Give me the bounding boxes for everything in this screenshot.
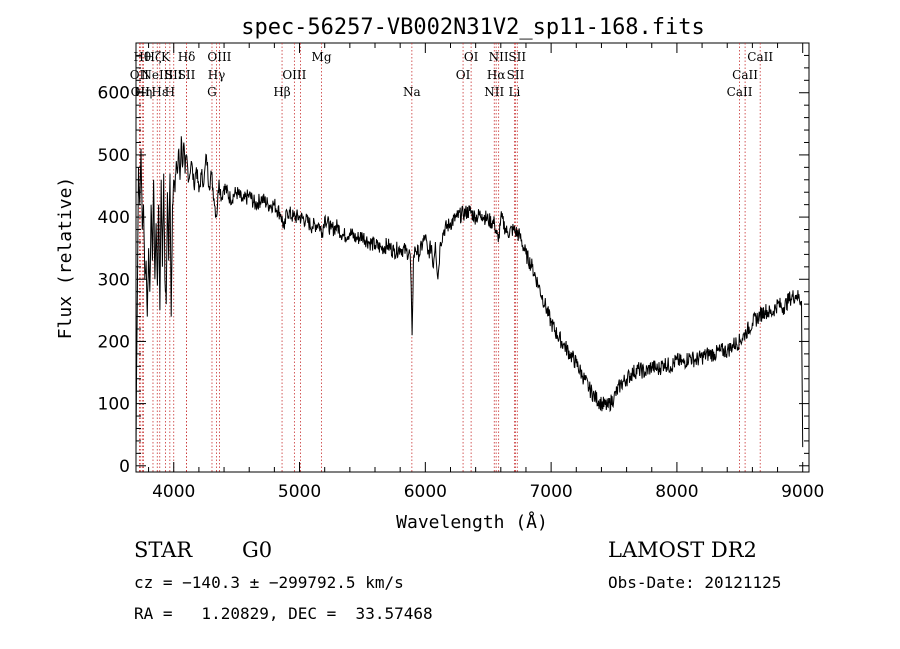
spectral-line-label: OI [456, 68, 471, 82]
plot-frame [135, 42, 810, 473]
y-axis-ticks: 0 100 200 300 400 500 600 [98, 54, 809, 477]
spectrum-line [135, 136, 804, 454]
spectral-line-label: SII [178, 68, 196, 82]
y-axis-label: Flux (relative) [55, 177, 76, 340]
spectral-line-label: Hη [135, 85, 153, 99]
redshift-line: cz = −140.3 ± −299792.5 km/s [134, 573, 404, 592]
x-tick-label: 9000 [781, 482, 824, 502]
spectral-line-label: OII [130, 68, 150, 82]
spectral-line-label: OIII [282, 68, 306, 82]
y-tick-label: 300 [98, 270, 130, 290]
y-tick-label: 600 [98, 84, 130, 104]
spectral-line-label: Hε [151, 85, 168, 99]
spectral-line-label: SII [508, 50, 526, 64]
spectral-line-label: Hθ [133, 50, 151, 64]
spectral-line-label: NeIII [141, 68, 173, 82]
spectral-line-label: Na [403, 85, 421, 99]
survey-name: LAMOST DR2 [608, 538, 757, 562]
spectral-line-label: K [161, 50, 171, 64]
x-axis-ticks: 4000 5000 6000 7000 8000 9000 [148, 43, 824, 502]
spectral-line-label: G [207, 85, 217, 99]
spectral-line-label: NII [489, 50, 509, 64]
y-tick-label: 200 [98, 332, 130, 352]
y-tick-label: 500 [98, 146, 130, 166]
spectral-line-label: CaII [732, 68, 758, 82]
spectral-line-label: NII [484, 85, 504, 99]
spectral-line-label: Hβ [273, 85, 290, 99]
object-type: STAR [134, 538, 193, 562]
spectral-line-label: OII [131, 85, 151, 99]
spectral-line-label: OIII [207, 50, 231, 64]
coords-line: RA = 1.20829, DEC = 33.57468 [134, 604, 433, 623]
obs-date-line: Obs-Date: 20121125 [608, 573, 782, 592]
chart-title: spec-56257-VB002N31V2_sp11-168.fits [241, 15, 705, 40]
spectral-line-label: Hα [487, 68, 506, 82]
spectral-line-label: SII [165, 68, 183, 82]
x-tick-label: 5000 [278, 482, 321, 502]
spectral-line-label: CaII [727, 85, 753, 99]
spectral-line-label: OI [464, 50, 479, 64]
spectral-line-label: Hδ [178, 50, 196, 64]
spectral-line-label: H [165, 85, 175, 99]
y-tick-label: 100 [98, 395, 130, 415]
spectral-subclass: G0 [242, 538, 273, 562]
spectral-line-label: Hγ [208, 68, 226, 82]
x-tick-label: 8000 [655, 482, 698, 502]
spectral-line-label: Hζ [144, 50, 161, 64]
spectral-line-label: Li [508, 85, 520, 99]
spectral-line-label: CaII [747, 50, 773, 64]
y-tick-label: 400 [98, 208, 130, 228]
x-axis-label: Wavelength (Å) [396, 511, 548, 533]
spectral-line-labels: OIIOIIHθHηHζNeIIIHεKHSIIHδSIIGHγOIIIHβOI… [130, 50, 774, 99]
x-tick-label: 6000 [404, 482, 447, 502]
spectral-line-markers [138, 43, 761, 472]
spectral-line-label: SII [507, 68, 525, 82]
x-tick-label: 4000 [152, 482, 195, 502]
spectral-line-label: Mg [312, 50, 332, 64]
x-tick-label: 7000 [529, 482, 572, 502]
y-tick-label: 0 [119, 457, 130, 477]
